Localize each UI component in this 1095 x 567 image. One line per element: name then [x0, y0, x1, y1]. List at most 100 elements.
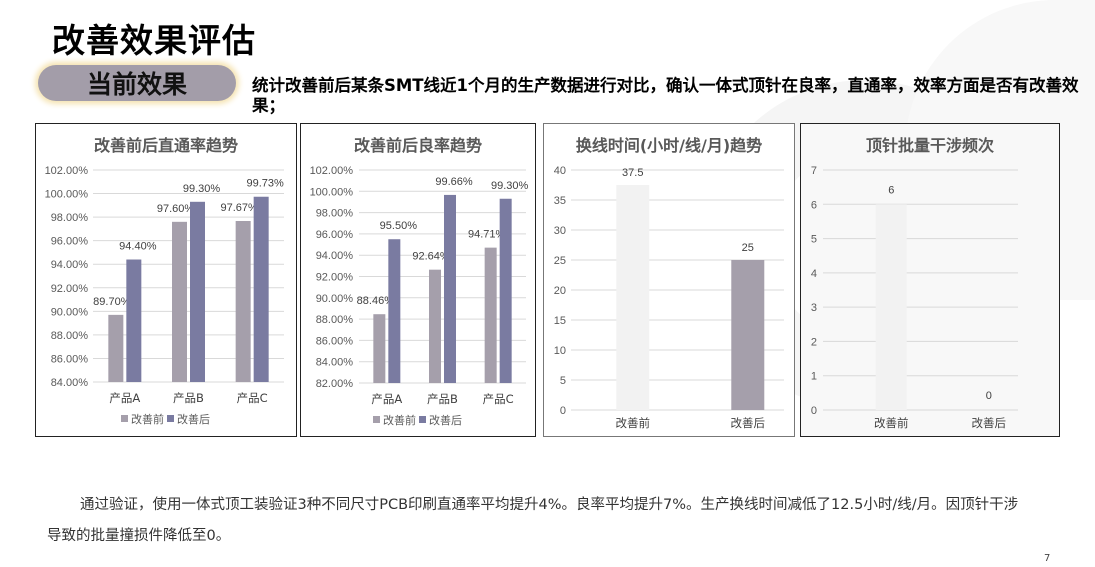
y-tick-label: 88.00%	[316, 314, 354, 326]
data-label: 99.30%	[183, 183, 221, 195]
y-tick-label: 4	[811, 268, 817, 280]
data-label: 37.5	[622, 167, 643, 179]
data-label: 25	[742, 242, 754, 254]
y-tick-label: 0	[560, 405, 566, 417]
y-tick-label: 86.00%	[316, 335, 354, 347]
legend-label: 改善前	[383, 413, 416, 427]
bar-before	[373, 314, 386, 383]
y-tick-label: 86.00%	[51, 353, 89, 365]
data-label: 0	[986, 390, 992, 402]
x-category-label: 产品B	[427, 392, 458, 406]
chart-title: 换线时间(小时/线/月)趋势	[575, 136, 763, 155]
x-category-label: 产品C	[483, 392, 514, 406]
x-category-label: 改善后	[731, 416, 766, 430]
bar	[616, 185, 650, 410]
bar-after	[388, 239, 401, 383]
y-tick-label: 92.00%	[51, 283, 89, 295]
y-tick-label: 82.00%	[316, 378, 354, 390]
chart-plot: 84.00% 86.00% 88.00% 90.00% 92.00% 94.00% 96.0…	[45, 165, 285, 426]
y-tick-label: 96.00%	[316, 229, 354, 241]
y-tick-label: 94.00%	[51, 259, 89, 271]
data-label: 6	[888, 184, 894, 196]
y-tick-label: 15	[554, 315, 566, 327]
page-number: 7	[1044, 553, 1051, 564]
data-label: 95.50%	[380, 220, 418, 232]
data-label: 94.71%	[468, 229, 506, 241]
y-tick-label: 7	[811, 165, 817, 177]
chart-plot: 82.00% 84.00% 86.00% 88.00% 90.00% 92.00% 94.0…	[310, 165, 529, 427]
bar	[875, 204, 907, 410]
bar-after	[190, 201, 205, 382]
x-category-label: 产品B	[173, 391, 204, 405]
y-tick-label: 100.00%	[45, 189, 89, 201]
legend-swatch	[167, 415, 174, 422]
chart-changeover-time: 换线时间(小时/线/月)趋势 0 5 10 15 20 25 30 35 40 37.5 改善前 25 改…	[543, 123, 795, 437]
chart-title: 改善前后良率趋势	[353, 136, 482, 155]
chart-interference-frequency: 顶针批量干涉频次 0 1 2 3 4 5 6 7 6 改善前 0 改善后	[800, 123, 1060, 437]
y-tick-label: 90.00%	[316, 293, 354, 305]
bar-after	[444, 194, 456, 383]
data-label: 99.73%	[247, 178, 285, 190]
y-tick-label: 3	[811, 302, 817, 314]
y-tick-label: 10	[554, 345, 566, 357]
y-tick-label: 5	[560, 375, 566, 387]
x-category-label: 改善后	[972, 416, 1007, 430]
y-tick-label: 102.00%	[310, 165, 354, 177]
y-tick-label: 6	[811, 199, 817, 211]
y-tick-label: 0	[811, 405, 817, 417]
x-category-label: 产品A	[109, 391, 140, 405]
section-label-text: 当前效果	[86, 70, 187, 99]
data-label: 88.46%	[357, 295, 395, 307]
summary-text: 通过验证，使用一体式顶工装验证3种不同尺寸PCB印刷直通率平均提升4%。良率平均…	[47, 497, 1019, 544]
legend-label: 改善后	[177, 412, 210, 426]
y-tick-label: 100.00%	[310, 186, 354, 198]
y-tick-label: 102.00%	[45, 165, 89, 177]
legend-swatch	[419, 416, 426, 423]
data-label: 89.70%	[93, 296, 131, 308]
legend-swatch	[373, 416, 380, 423]
y-tick-label: 84.00%	[51, 377, 89, 389]
y-tick-label: 40	[554, 165, 566, 177]
chart-first-pass-yield: 改善前后直通率趋势 84.00% 86.00% 88.00% 90.00% 92.00% 9…	[35, 123, 297, 437]
y-tick-label: 25	[554, 255, 566, 267]
y-tick-label: 5	[811, 234, 817, 246]
data-label: 99.30%	[491, 180, 529, 192]
bar	[731, 260, 765, 410]
chart-plot: 0 1 2 3 4 5 6 7 6 改善前 0 改善后	[811, 165, 1018, 430]
slide-title: 改善效果评估	[52, 21, 256, 60]
data-label: 92.64%	[412, 251, 450, 263]
bar-before	[108, 314, 124, 382]
description: 统计改善前后某条SMT线近1个月的生产数据进行对比，确认一体式顶针在良率，直通率…	[252, 76, 1079, 115]
bar-before	[235, 220, 251, 382]
x-category-label: 产品A	[371, 392, 402, 406]
y-tick-label: 98.00%	[51, 212, 89, 224]
legend-label: 改善后	[429, 413, 462, 427]
y-tick-label: 35	[554, 195, 566, 207]
legend-label: 改善前	[131, 412, 164, 426]
chart-title: 顶针批量干涉频次	[865, 136, 994, 155]
y-tick-label: 30	[554, 225, 566, 237]
bar-before	[172, 221, 187, 382]
bar-after	[499, 198, 512, 383]
data-label: 97.67%	[221, 202, 259, 214]
data-label: 99.66%	[435, 176, 473, 188]
x-category-label: 改善前	[616, 416, 651, 430]
y-tick-label: 88.00%	[51, 330, 89, 342]
y-tick-label: 2	[811, 336, 817, 348]
chart-title: 改善前后直通率趋势	[93, 136, 238, 155]
bar-before	[429, 269, 441, 383]
y-tick-label: 96.00%	[51, 236, 89, 248]
bar-after	[253, 196, 269, 382]
y-tick-label: 20	[554, 285, 566, 297]
y-tick-label: 1	[811, 371, 817, 383]
data-label: 97.60%	[157, 203, 195, 215]
x-category-label: 改善前	[874, 416, 909, 430]
data-label: 94.40%	[119, 241, 157, 253]
bar-before	[484, 247, 497, 383]
y-tick-label: 92.00%	[316, 272, 354, 284]
section-label: 当前效果	[38, 65, 236, 101]
chart-yield: 改善前后良率趋势 82.00% 84.00% 86.00% 88.00% 90.00% 92…	[300, 123, 536, 437]
y-tick-label: 84.00%	[316, 357, 354, 369]
y-tick-label: 90.00%	[51, 306, 89, 318]
x-category-label: 产品C	[237, 391, 268, 405]
